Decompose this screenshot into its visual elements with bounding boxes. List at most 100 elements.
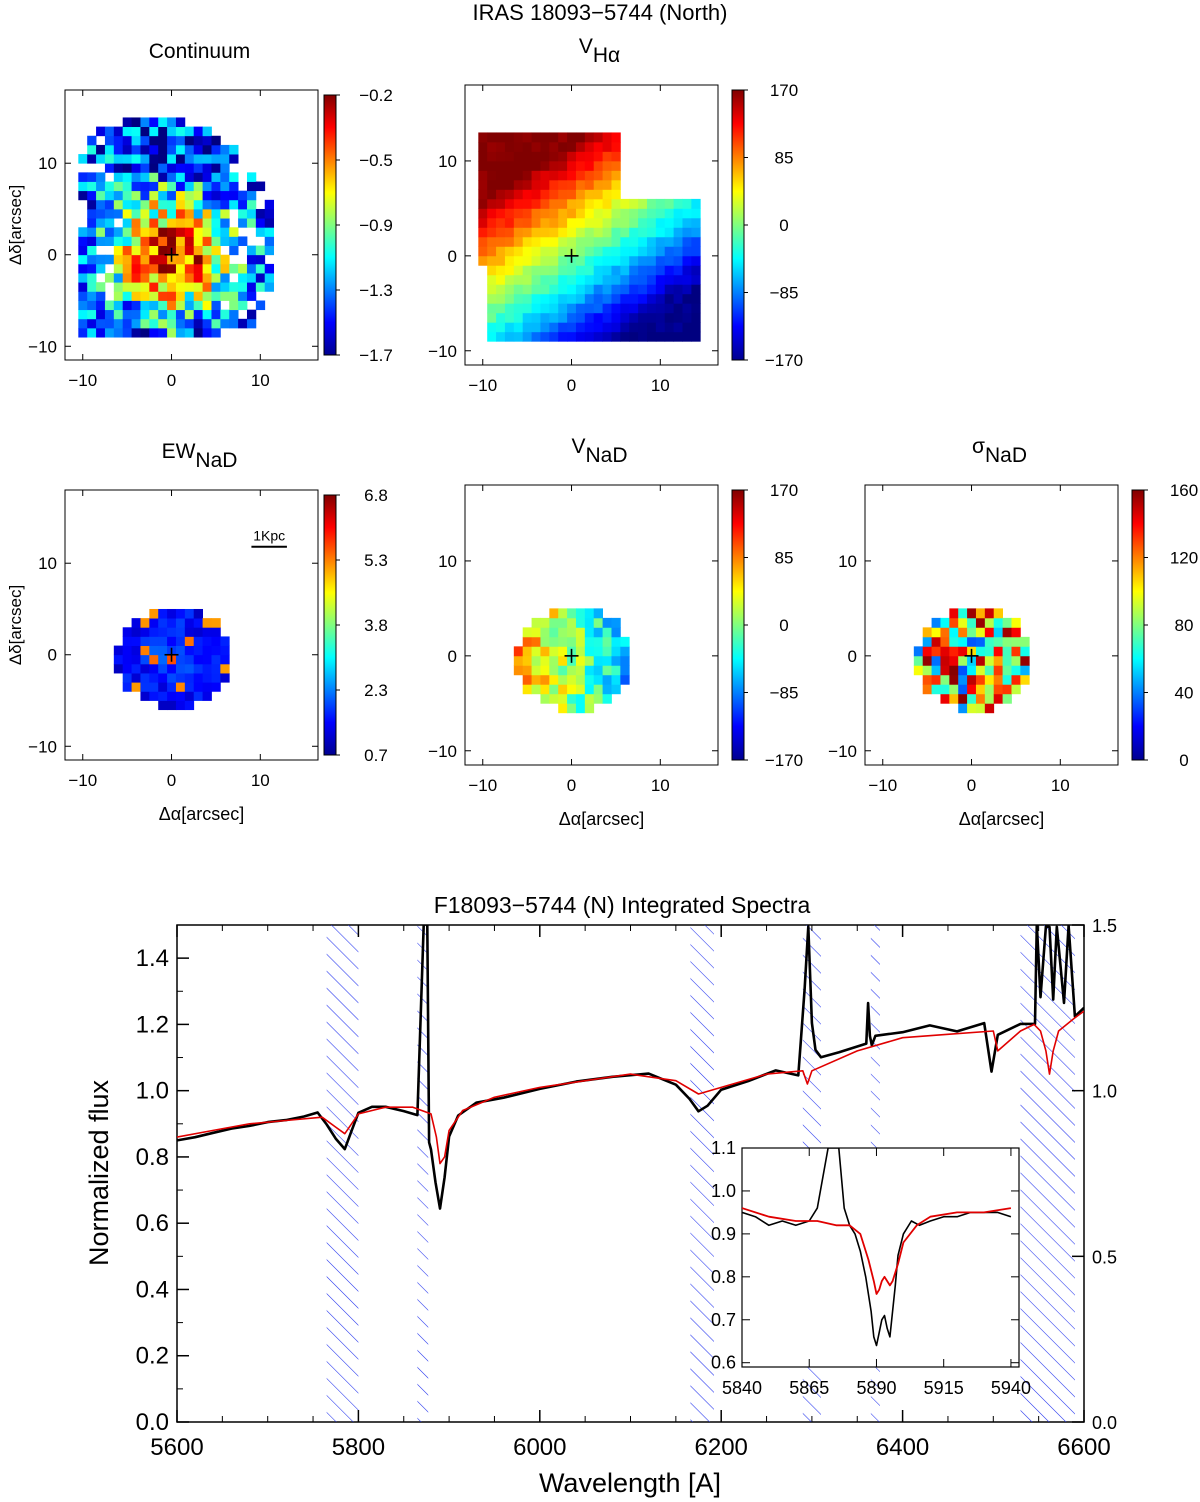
map-pixel xyxy=(567,617,577,628)
map-pixel xyxy=(602,255,612,266)
map-pixel xyxy=(78,227,88,237)
map-pixel xyxy=(122,181,132,192)
map-pixel xyxy=(140,309,150,320)
map-pixel xyxy=(140,254,150,265)
map-pixel xyxy=(513,655,524,666)
map-pixel xyxy=(531,636,541,647)
map-pixel xyxy=(149,627,159,637)
map-pixel xyxy=(664,331,675,342)
map-pixel xyxy=(122,208,132,219)
map-pixel xyxy=(104,327,115,338)
map-pixel xyxy=(540,217,550,228)
map-pixel xyxy=(584,141,595,152)
map-pixel xyxy=(584,208,595,219)
map-pixel xyxy=(629,246,639,257)
map-pixel xyxy=(602,655,612,666)
map-pixel xyxy=(540,208,550,219)
map-pixel xyxy=(202,282,212,292)
map-pixel xyxy=(184,163,195,173)
map-pixel xyxy=(149,327,159,338)
map-pixel xyxy=(531,655,541,666)
map-pixel xyxy=(611,265,621,276)
map-pixel xyxy=(96,263,106,274)
map-pixel xyxy=(984,674,995,685)
colorbar xyxy=(731,489,745,761)
map-pixel xyxy=(122,126,132,137)
map-pixels-sigma_nad xyxy=(913,608,1030,714)
map-pixel xyxy=(158,208,168,219)
map-pixel xyxy=(264,208,275,219)
map-pixel xyxy=(87,199,97,210)
map-pixel xyxy=(211,291,221,301)
map-pixel xyxy=(78,245,88,256)
map-pixel xyxy=(478,170,488,181)
map-pixel xyxy=(646,217,657,228)
map-pixel xyxy=(96,236,106,246)
map-pixel xyxy=(140,682,150,692)
map-pixel xyxy=(113,245,124,256)
map-pixel xyxy=(193,218,203,228)
map-pixel xyxy=(584,646,595,657)
map-pixel xyxy=(158,172,168,182)
map-pixel xyxy=(202,208,212,219)
map-pixel xyxy=(220,208,230,219)
map-pixel xyxy=(140,663,150,674)
map-pixel xyxy=(496,255,506,266)
map-pixel xyxy=(593,255,603,266)
map-pixel xyxy=(567,684,577,695)
map-pixel xyxy=(575,293,586,304)
map-pixel xyxy=(602,274,612,285)
map-pixel xyxy=(620,646,630,657)
map-pixel xyxy=(167,273,177,283)
map-pixel xyxy=(549,293,559,304)
map-pixel xyxy=(184,654,195,665)
right-y-tick-label: 0.0 xyxy=(1092,1413,1117,1433)
map-pixel xyxy=(113,172,124,182)
map-pixel xyxy=(673,246,683,257)
map-pixel xyxy=(513,331,524,342)
map-pixel xyxy=(149,181,159,192)
colorbar-tick-label: 80 xyxy=(1175,616,1194,635)
map-pixel xyxy=(175,291,186,301)
map-ytick-label: −10 xyxy=(428,342,457,361)
map-pixel xyxy=(584,170,595,181)
map-pixel xyxy=(184,645,195,656)
map-pixel xyxy=(584,608,595,619)
map-pixel xyxy=(655,198,666,209)
map-pixel xyxy=(673,284,683,295)
map-pixel xyxy=(255,227,266,237)
map-pixel xyxy=(513,217,524,228)
map-pixel xyxy=(638,217,648,228)
map-pixel xyxy=(87,135,97,146)
map-pixel xyxy=(113,291,124,301)
colorbar-tick-label: 0.7 xyxy=(364,746,388,765)
map-pixel xyxy=(682,274,692,285)
map-pixel xyxy=(496,236,506,247)
map-pixel xyxy=(593,141,603,152)
map-pixel xyxy=(549,141,559,152)
map-pixel xyxy=(575,303,586,314)
map-pixel xyxy=(575,141,586,152)
map-pixel xyxy=(167,627,177,637)
map-pixel xyxy=(664,208,675,219)
map-pixel xyxy=(149,618,159,628)
map-pixel xyxy=(131,135,141,146)
map-pixel xyxy=(1002,655,1012,666)
map-pixel xyxy=(593,331,603,342)
map-pixel xyxy=(104,254,115,265)
map-pixel xyxy=(496,151,506,162)
map-pixel xyxy=(104,199,115,210)
map-pixel xyxy=(158,163,168,173)
map-pixel xyxy=(522,227,532,238)
map-pixel xyxy=(158,117,168,128)
map-pixel xyxy=(175,700,186,711)
map-pixel xyxy=(193,682,203,692)
map-pixel xyxy=(131,618,141,628)
map-xtick-label: 10 xyxy=(251,771,270,790)
map-pixel xyxy=(264,282,275,292)
map-pixel xyxy=(682,322,692,333)
map-pixel xyxy=(175,227,186,237)
map-pixel xyxy=(513,312,524,323)
map-pixel xyxy=(504,303,515,314)
map-pixel xyxy=(122,673,132,683)
